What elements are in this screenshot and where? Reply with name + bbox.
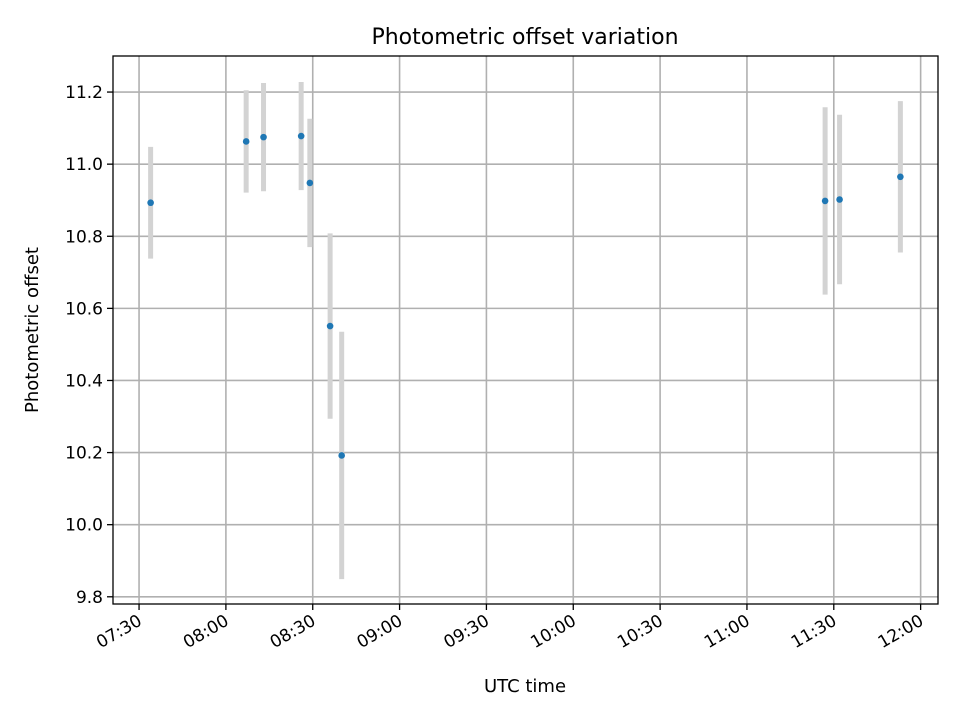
data-point (897, 173, 904, 181)
x-tick-label: 11:30 (788, 611, 840, 653)
y-axis-label: Photometric offset (22, 247, 43, 413)
data-point (242, 138, 250, 145)
x-tick-label: 08:30 (267, 611, 319, 653)
data-point (326, 322, 334, 330)
y-tick-label: 9.8 (76, 588, 103, 608)
x-tick-label: 09:00 (354, 611, 406, 653)
data-point (297, 132, 305, 140)
x-tick-label: 11:00 (701, 611, 753, 653)
data-point (147, 199, 154, 207)
y-tick-label: 11.0 (65, 155, 103, 175)
error-bars (148, 81, 903, 580)
y-axis-ticks: 9.8 10.0 10.2 10.4 10.6 10.8 11.0 11.2 (65, 83, 113, 608)
y-grid (113, 91, 938, 598)
data-points (147, 132, 904, 459)
x-axis-ticks: 07:30 08:00 08:30 09:00 09:30 10:00 10:30 11:00… (93, 604, 927, 653)
x-tick-label: 09:30 (440, 611, 492, 653)
x-tick-label: 08:00 (180, 611, 232, 653)
x-grid (138, 56, 922, 604)
x-tick-label: 10:00 (527, 611, 579, 653)
y-tick-label: 10.2 (65, 444, 103, 464)
data-point (338, 452, 345, 459)
y-tick-label: 10.8 (65, 227, 103, 247)
data-point (821, 197, 829, 205)
x-axis-label: UTC time (484, 676, 566, 697)
data-point (836, 196, 843, 203)
y-tick-label: 10.0 (65, 516, 103, 536)
data-point (306, 179, 314, 187)
chart-title: Photometric offset variation (371, 25, 678, 50)
plot-frame (112, 55, 939, 605)
y-tick-label: 10.6 (65, 299, 103, 319)
x-tick-label: 12:00 (875, 611, 927, 653)
y-tick-label: 11.2 (65, 83, 103, 103)
y-tick-label: 10.4 (65, 371, 103, 391)
x-tick-label: 07:30 (93, 611, 145, 653)
data-point (260, 133, 267, 141)
x-tick-label: 10:30 (614, 611, 666, 653)
